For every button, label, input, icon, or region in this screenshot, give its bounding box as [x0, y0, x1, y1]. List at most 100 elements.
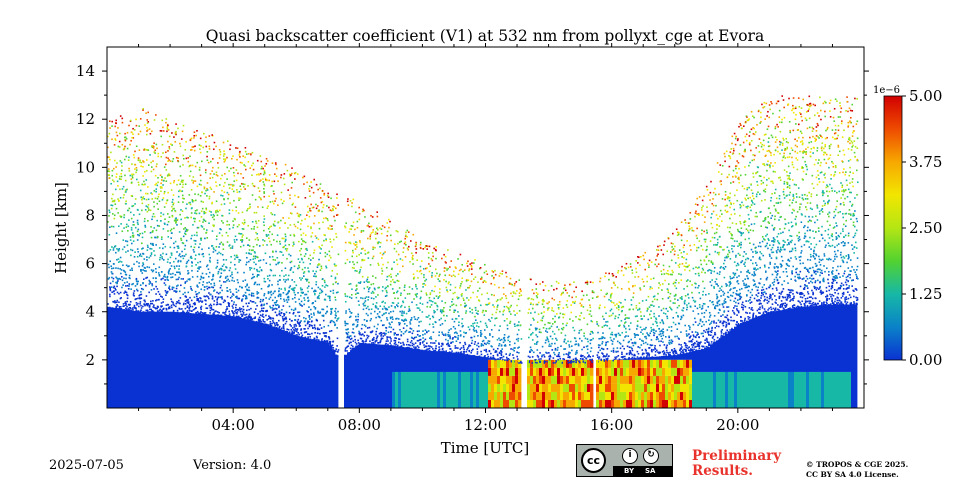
heat-dot — [426, 245, 429, 248]
heat-dot — [182, 183, 184, 186]
heat-dot — [548, 301, 550, 303]
heat-dot — [568, 346, 571, 348]
heat-dot — [311, 320, 313, 322]
heat-dot — [327, 196, 330, 199]
heat-dot — [548, 352, 550, 354]
heat-dot — [143, 303, 145, 305]
heat-dot — [199, 151, 202, 154]
heat-dot — [252, 320, 254, 323]
heat-dot — [581, 290, 583, 293]
heat-dot — [130, 182, 133, 185]
heat-cell — [548, 375, 552, 384]
heat-dot — [141, 209, 143, 212]
heat-dot — [213, 312, 215, 314]
heat-dot — [187, 160, 190, 163]
heat-dot — [269, 306, 272, 309]
heat-dot — [398, 241, 401, 243]
heat-dot — [366, 327, 369, 329]
heat-dot — [173, 290, 175, 292]
heat-dot — [252, 300, 255, 303]
heat-dot — [234, 258, 236, 260]
heat-dot — [305, 293, 308, 296]
heat-dot — [116, 258, 118, 261]
heat-dot — [433, 297, 436, 300]
heat-dot — [498, 337, 500, 340]
heat-dot — [185, 299, 188, 301]
heat-dot — [428, 349, 431, 352]
heat-dot — [327, 336, 330, 338]
heat-dot — [354, 244, 357, 246]
heat-dot — [269, 263, 272, 266]
heat-dot — [170, 273, 172, 275]
heat-dot — [304, 248, 307, 250]
heat-dot — [312, 270, 314, 272]
heat-cell — [569, 375, 573, 384]
heat-dot — [239, 197, 242, 200]
heat-dot — [253, 225, 256, 228]
heat-dot — [129, 119, 132, 122]
heat-dot — [185, 253, 187, 256]
heat-dot — [182, 154, 185, 157]
heat-dot — [176, 251, 178, 253]
heat-dot — [286, 169, 289, 172]
heat-dot — [216, 265, 218, 268]
heat-dot — [501, 270, 504, 272]
heat-dot — [118, 292, 120, 295]
heat-dot — [108, 209, 111, 212]
heat-dot — [121, 230, 124, 233]
heat-dot — [231, 271, 233, 274]
heat-cell — [212, 314, 216, 408]
heat-dot — [152, 160, 154, 162]
heat-dot — [316, 336, 318, 339]
heat-dot — [499, 325, 501, 327]
heat-dot — [320, 327, 323, 329]
heat-cell — [566, 367, 570, 376]
heat-dot — [289, 268, 292, 271]
heat-dot — [143, 299, 145, 302]
heat-dot — [314, 289, 316, 292]
heat-dot — [307, 290, 309, 293]
heat-dot — [477, 281, 479, 283]
heat-dot — [542, 300, 544, 303]
heat-dot — [200, 225, 203, 227]
heat-dot — [328, 338, 331, 340]
heat-dot — [241, 241, 243, 243]
heat-dot — [116, 180, 119, 183]
heat-dot — [318, 245, 320, 248]
heat-dot — [112, 247, 115, 249]
heat-dot — [323, 239, 325, 242]
heat-dot — [244, 291, 247, 294]
heat-dot — [350, 297, 353, 299]
heat-dot — [454, 317, 457, 320]
heat-dot — [452, 292, 455, 295]
heat-dot — [480, 335, 482, 338]
heat-dot — [335, 236, 338, 238]
heat-dot — [293, 172, 296, 175]
heat-dot — [216, 214, 219, 216]
heat-dot — [302, 272, 305, 274]
heat-dot — [395, 230, 398, 232]
heat-dot — [285, 331, 287, 333]
heat-dot — [258, 245, 261, 247]
heat-dot — [198, 268, 200, 270]
heat-dot — [223, 158, 225, 160]
heat-dot — [569, 352, 571, 354]
heat-dot — [312, 339, 315, 341]
heat-cell — [173, 311, 177, 408]
heat-dot — [194, 199, 197, 202]
heat-dot — [463, 269, 466, 271]
heat-dot — [292, 271, 295, 274]
heat-dot — [188, 307, 190, 310]
heat-dot — [157, 290, 160, 293]
heat-dot — [337, 350, 339, 353]
heat-dot — [546, 338, 549, 340]
heat-dot — [231, 305, 234, 307]
heat-cell — [278, 328, 282, 408]
heat-dot — [131, 131, 133, 134]
heat-dot — [203, 210, 205, 213]
heat-dot — [357, 281, 360, 284]
heat-dot — [226, 166, 229, 169]
heat-cell — [323, 341, 327, 408]
heat-dot — [170, 304, 173, 307]
heat-cell — [137, 311, 141, 408]
